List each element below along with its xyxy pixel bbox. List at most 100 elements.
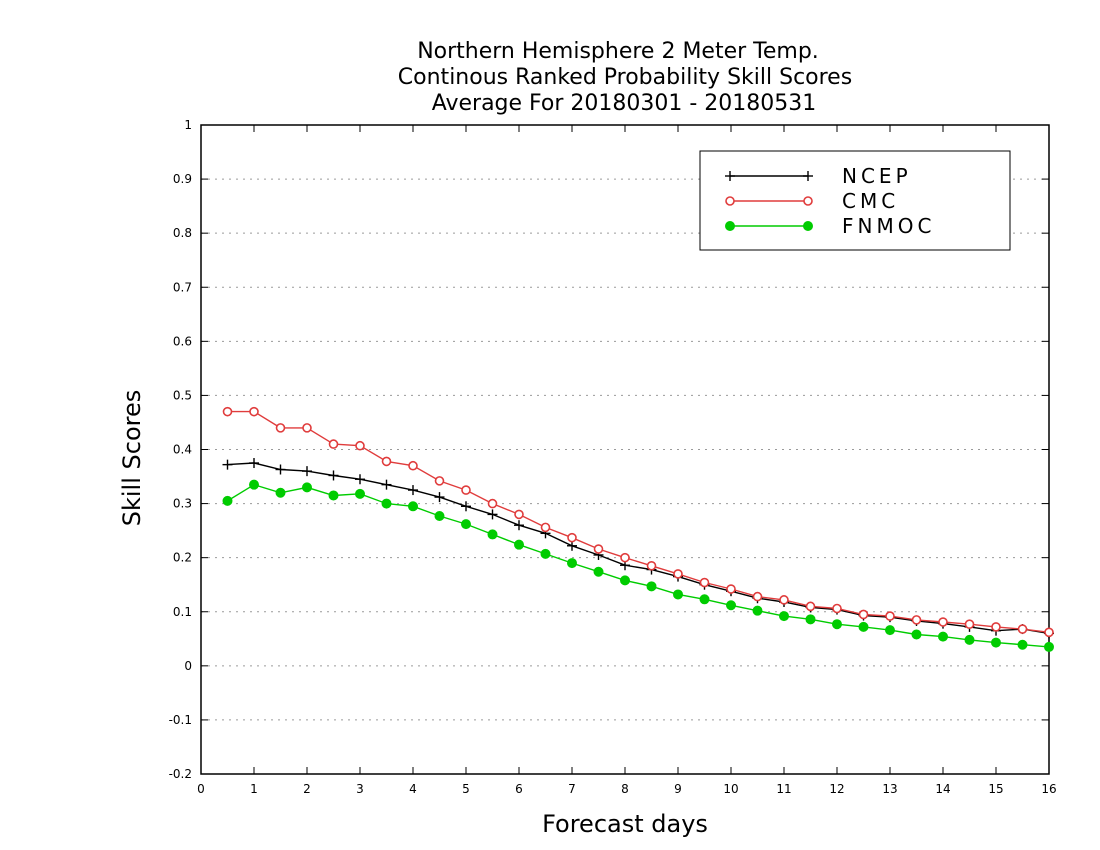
data-point: [408, 501, 418, 512]
title-line-2: Continous Ranked Probability Skill Score…: [398, 65, 852, 90]
data-point: [567, 558, 577, 569]
data-point: [964, 619, 975, 629]
y-tick-label: -0.2: [169, 767, 192, 781]
series-fnmoc: [222, 479, 1054, 652]
grid-lines: [201, 178, 1049, 721]
y-tick-label: 0.8: [173, 226, 192, 240]
y-tick-label: 0.7: [173, 280, 192, 294]
data-point: [222, 459, 233, 470]
data-point: [911, 615, 922, 625]
data-point: [328, 470, 339, 481]
data-point: [991, 637, 1001, 648]
data-point: [858, 609, 869, 620]
x-axis-title: Forecast days: [542, 810, 708, 838]
legend-entry-ncep: NCEP: [725, 164, 908, 188]
data-point: [699, 594, 710, 605]
axis-ticks: -0.2-0.100.10.20.30.40.50.60.70.80.910 1 2…: [169, 118, 1057, 796]
data-point: [487, 509, 498, 520]
series-layer: [222, 406, 1054, 652]
y-tick-label: 0.1: [173, 605, 192, 619]
y-tick-label: 0.6: [173, 334, 192, 348]
data-point: [222, 495, 233, 506]
y-tick-label: -0.1: [169, 713, 192, 727]
x-tick-label: 10: [723, 782, 738, 796]
legend-label: CMC: [842, 189, 899, 213]
y-axis-title: Skill Scores: [118, 390, 146, 527]
data-point: [885, 611, 895, 621]
x-tick-label: 1: [250, 782, 258, 796]
data-point: [620, 552, 630, 563]
data-point: [381, 498, 392, 509]
data-point: [699, 577, 710, 588]
x-tick-label: 6: [515, 782, 523, 796]
data-point: [726, 600, 736, 611]
data-point: [514, 509, 524, 520]
legend-entry-cmc: CMC: [725, 189, 899, 213]
y-tick-label: 1: [184, 118, 192, 132]
data-point: [1017, 639, 1028, 650]
data-point: [646, 560, 657, 571]
y-tick-label: 0.9: [173, 172, 192, 186]
series-line: [227, 483, 1050, 648]
x-tick-label: 5: [462, 782, 470, 796]
data-point: [805, 614, 816, 625]
x-tick-label: 12: [829, 782, 844, 796]
series-cmc: [222, 406, 1054, 638]
data-point: [593, 544, 604, 554]
data-point: [911, 629, 922, 640]
data-point: [752, 605, 763, 616]
x-tick-label: 0: [197, 782, 205, 796]
data-point: [991, 622, 1001, 632]
data-point: [461, 501, 471, 512]
data-point: [328, 439, 339, 449]
legend-entry-fnmoc: FNMOC: [725, 214, 931, 238]
data-point: [1044, 627, 1054, 638]
data-point: [302, 466, 312, 477]
y-tick-label: 0: [184, 659, 192, 673]
x-tick-label: 9: [674, 782, 682, 796]
x-tick-label: 11: [776, 782, 791, 796]
data-point: [540, 548, 551, 559]
title-line-1: Northern Hemisphere 2 Meter Temp.: [417, 39, 819, 64]
data-point: [1044, 641, 1054, 652]
data-point: [302, 482, 312, 493]
data-point: [779, 611, 789, 622]
data-point: [487, 529, 498, 540]
y-tick-label: 0.2: [173, 551, 192, 565]
data-point: [355, 474, 365, 485]
data-point: [355, 440, 365, 451]
data-point: [1017, 624, 1028, 634]
data-point: [249, 458, 259, 469]
data-point: [779, 595, 789, 605]
data-point: [593, 566, 604, 577]
x-tick-label: 4: [409, 782, 417, 796]
data-point: [938, 617, 948, 627]
data-point: [487, 498, 498, 509]
data-point: [249, 479, 259, 490]
x-tick-label: 13: [882, 782, 897, 796]
data-point: [275, 464, 286, 475]
data-point: [275, 423, 286, 433]
data-point: [725, 221, 735, 231]
data-point: [408, 460, 418, 471]
y-tick-label: 0.5: [173, 388, 192, 402]
data-point: [514, 539, 524, 550]
data-point: [514, 520, 524, 531]
data-point: [725, 196, 735, 206]
data-point: [726, 584, 736, 594]
x-tick-label: 2: [303, 782, 311, 796]
data-point: [646, 581, 657, 592]
x-tick-label: 15: [988, 782, 1003, 796]
data-point: [620, 575, 630, 586]
data-point: [803, 196, 813, 206]
title-line-3: Average For 20180301 - 20180531: [432, 91, 817, 116]
data-point: [673, 589, 683, 600]
data-point: [275, 487, 286, 498]
x-tick-label: 16: [1041, 782, 1056, 796]
data-point: [803, 221, 813, 231]
data-point: [832, 603, 842, 614]
data-point: [938, 631, 948, 642]
data-point: [832, 619, 842, 630]
data-point: [222, 406, 233, 417]
